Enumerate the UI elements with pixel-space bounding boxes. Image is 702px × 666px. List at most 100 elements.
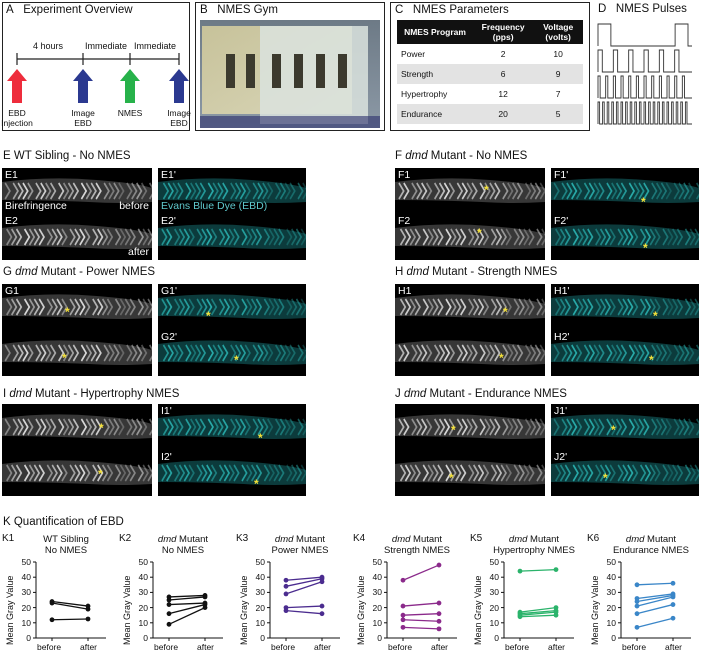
interval-2-label: Immediate <box>85 41 128 51</box>
lesion-marker: * <box>653 309 658 323</box>
lesion-marker: * <box>258 431 263 445</box>
cell-voltage: 7 <box>555 89 561 99</box>
y-tick-label: 10 <box>372 617 382 628</box>
y-tick-label: 30 <box>372 587 382 598</box>
series-line <box>636 596 674 607</box>
data-point <box>202 594 208 600</box>
panel-g-title: G dmd Mutant - Power NMES <box>3 266 156 278</box>
x-tick-label: after <box>197 642 215 652</box>
ebd-image: J1' * <box>551 404 699 450</box>
lesion-marker: * <box>451 423 456 437</box>
chart-title: dmd Mutant Endurance NMES <box>612 534 690 556</box>
image-label: J2' <box>554 451 568 463</box>
data-point <box>553 605 559 610</box>
cell-frequency: 2 <box>500 49 506 59</box>
ebd-image: H2' * <box>551 330 699 376</box>
series-line <box>636 594 674 603</box>
data-point <box>670 591 676 597</box>
lesion-marker: * <box>499 351 504 365</box>
image-label: F1' <box>554 169 569 181</box>
y-tick-label: 20 <box>606 602 616 613</box>
y-tick-label: 10 <box>606 617 616 628</box>
data-point <box>283 608 289 614</box>
lesion-marker: * <box>484 183 489 197</box>
step-2-label: Image EBD <box>71 108 95 128</box>
y-tick-label: 40 <box>489 572 499 583</box>
data-point <box>283 605 289 610</box>
series-line <box>519 611 557 616</box>
series-line <box>402 613 440 616</box>
series-line <box>285 576 323 581</box>
cell-frequency: 20 <box>473 104 534 124</box>
data-point <box>670 602 676 607</box>
cell-program: Strength <box>397 64 473 84</box>
series-line <box>168 594 206 598</box>
data-point <box>166 594 172 600</box>
data-point <box>202 600 208 606</box>
cell-program: Endurance <box>397 104 473 124</box>
y-tick-label: 40 <box>255 572 265 583</box>
cell-voltage: 5 <box>533 104 583 124</box>
data-point <box>517 568 523 574</box>
x-tick-label: before <box>271 642 296 652</box>
panel-b: B NMES Gym <box>195 2 385 131</box>
data-point <box>400 577 406 583</box>
data-point <box>202 593 208 598</box>
panel-k-title: K Quantification of EBD <box>3 516 124 528</box>
y-axis-label: Mean Gray Value <box>5 575 15 645</box>
data-point <box>553 567 559 572</box>
series-line <box>402 602 440 607</box>
birefringence-image: E1 Birefringence before <box>2 168 152 214</box>
lesion-marker: * <box>62 351 67 365</box>
x-tick-label: before <box>622 642 647 652</box>
series-line <box>168 602 206 606</box>
step-1-label: EBD Injection <box>1 108 33 128</box>
ebd-image: E2' <box>158 214 306 260</box>
y-tick-label: 50 <box>606 557 616 567</box>
data-point <box>400 603 406 609</box>
nmes-gym-photo <box>200 20 380 128</box>
data-point <box>319 611 325 617</box>
image-label: F2 <box>398 215 411 227</box>
data-point <box>319 603 325 609</box>
lesion-marker: * <box>643 241 648 255</box>
y-axis-label: Mean Gray Value <box>590 575 600 645</box>
after-caption: after <box>127 246 149 258</box>
series-line <box>636 603 674 615</box>
data-point <box>400 624 406 630</box>
birefringence-image: G1 * <box>2 284 152 330</box>
interval-3-label: Immediate <box>134 41 177 51</box>
series-line <box>51 602 89 610</box>
series-line <box>285 605 323 609</box>
data-point <box>166 611 172 617</box>
y-tick-label: 40 <box>21 572 31 583</box>
panel-i-title: I dmd Mutant - Hypertrophy NMES <box>3 388 180 400</box>
chart-id-label: K3 <box>236 533 249 544</box>
table-header-row: NMES Program Frequency (pps) Voltage (vo… <box>397 20 583 44</box>
data-point <box>400 617 406 623</box>
y-tick-label: 50 <box>255 557 265 567</box>
header-voltage: Voltage (volts) <box>533 20 583 44</box>
chart-title: dmd Mutant Hypertrophy NMES <box>493 534 575 556</box>
table-row: Power 2 10 <box>397 44 583 64</box>
y-tick-label: 10 <box>255 617 265 628</box>
lesion-marker: * <box>234 353 239 367</box>
data-point <box>283 591 289 597</box>
image-label: E2 <box>5 215 18 227</box>
image-label: I1' <box>161 405 172 417</box>
pulse-train <box>597 75 692 99</box>
image-label: F1 <box>398 169 411 181</box>
panel-b-label: B NMES Gym <box>200 4 278 16</box>
lesion-marker: * <box>99 421 104 435</box>
x-tick-label: after <box>314 642 332 652</box>
table-row: Strength 6 9 <box>397 64 583 84</box>
lesion-marker: * <box>65 305 70 319</box>
y-tick-label: 0 <box>494 633 499 643</box>
up-arrow-icon <box>7 69 27 103</box>
data-point <box>553 609 559 615</box>
y-tick-label: 20 <box>489 602 499 613</box>
x-tick-label: before <box>37 642 62 652</box>
series-line <box>636 617 674 628</box>
chart-id-label: K2 <box>119 533 132 544</box>
birefringence-image: * <box>2 330 152 376</box>
